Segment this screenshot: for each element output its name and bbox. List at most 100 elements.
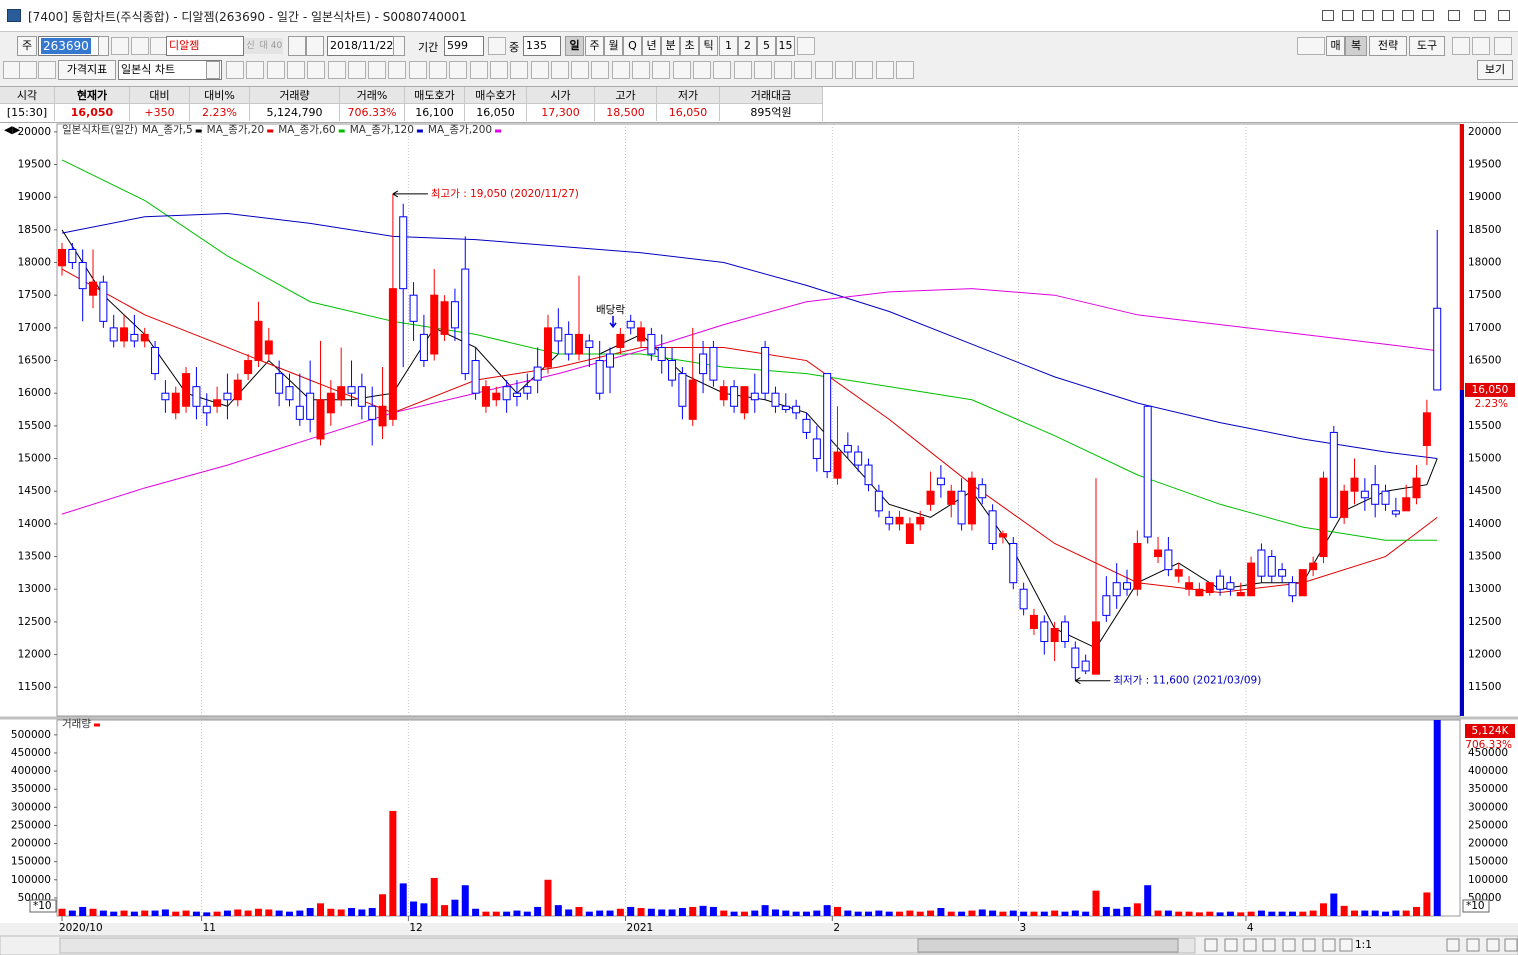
dropdown[interactable] xyxy=(98,36,109,56)
icon-button[interactable] xyxy=(38,61,56,79)
candle-body xyxy=(378,405,387,427)
window-control[interactable] xyxy=(1382,10,1394,21)
indicator-button[interactable]: 가격지표 xyxy=(58,60,116,80)
tool-icon[interactable] xyxy=(774,61,793,79)
tool-icon[interactable] xyxy=(591,61,610,79)
tool-icon[interactable] xyxy=(733,61,752,79)
price-tag-box xyxy=(1465,382,1515,397)
candle-body xyxy=(120,327,129,342)
tool-icon[interactable] xyxy=(713,61,732,79)
period-input[interactable]: 599 xyxy=(444,36,484,56)
window-control[interactable] xyxy=(1322,10,1334,21)
tool-icon[interactable] xyxy=(753,61,772,79)
toolbar-button[interactable]: 도구 xyxy=(1409,36,1445,56)
icon-button[interactable] xyxy=(488,37,506,55)
tool-icon[interactable] xyxy=(307,61,326,79)
icon-button[interactable] xyxy=(111,37,129,55)
tool-icon[interactable] xyxy=(266,61,285,79)
volume-bar xyxy=(947,911,955,916)
tool-icon[interactable] xyxy=(246,61,265,79)
tool-icon[interactable] xyxy=(875,61,894,79)
period-button[interactable]: 월 xyxy=(604,36,623,56)
view-button[interactable]: 보기 xyxy=(1477,60,1513,80)
volume-bar xyxy=(906,910,914,916)
tool-icon[interactable] xyxy=(855,61,874,79)
candle-body xyxy=(1267,556,1276,577)
tool-icon[interactable] xyxy=(327,61,346,79)
period-button[interactable]: 틱 xyxy=(699,36,718,56)
volume-bar xyxy=(1102,906,1110,916)
tool-icon[interactable] xyxy=(652,61,671,79)
candle-body xyxy=(967,477,976,525)
window-control[interactable] xyxy=(1498,10,1510,21)
tool-icon[interactable] xyxy=(835,61,853,79)
y-tick-label: 19500 xyxy=(18,159,51,171)
tool-icon[interactable] xyxy=(550,61,569,79)
dropdown[interactable] xyxy=(206,61,220,79)
tool-icon[interactable] xyxy=(368,61,387,79)
tool-icon[interactable] xyxy=(226,61,244,79)
window-control[interactable] xyxy=(1474,10,1486,21)
window-control[interactable] xyxy=(1342,10,1354,21)
icon-button[interactable] xyxy=(1494,37,1512,55)
candle-body xyxy=(78,262,87,290)
toolbar-button[interactable]: 복 xyxy=(1345,36,1367,56)
tool-icon[interactable] xyxy=(692,61,711,79)
volume-bar xyxy=(1175,911,1183,916)
tool-icon[interactable] xyxy=(895,61,914,79)
volume-bar xyxy=(916,911,924,916)
window-control[interactable] xyxy=(1448,10,1460,21)
tool-icon[interactable] xyxy=(408,61,427,79)
tool-icon[interactable] xyxy=(489,61,508,79)
window-control[interactable] xyxy=(1362,10,1374,21)
market-button[interactable]: 주 xyxy=(17,36,37,56)
icon-button[interactable] xyxy=(1452,37,1470,55)
chart-kind-select[interactable]: 일본식 차트 xyxy=(118,60,222,80)
icon-button[interactable] xyxy=(1472,37,1490,55)
date-input[interactable]: 2018/11/22 xyxy=(327,36,395,56)
period-button[interactable]: 년 xyxy=(642,36,661,56)
tool-icon[interactable] xyxy=(530,61,549,79)
icon-button[interactable] xyxy=(19,61,37,79)
prev-button[interactable] xyxy=(306,36,324,56)
period-button[interactable]: Q xyxy=(623,36,642,56)
period-button[interactable]: 일 xyxy=(565,36,584,56)
icon-button[interactable] xyxy=(797,37,815,55)
tool-icon[interactable] xyxy=(286,61,305,79)
tool-icon[interactable] xyxy=(611,61,630,79)
period-button[interactable]: 15 xyxy=(776,36,795,56)
tool-icon[interactable] xyxy=(469,61,488,79)
view-input[interactable]: 135 xyxy=(523,36,561,56)
dropdown[interactable] xyxy=(393,36,405,56)
tool-icon[interactable] xyxy=(632,61,650,79)
toolbar-button[interactable]: 매 xyxy=(1326,36,1345,56)
tool-icon[interactable] xyxy=(388,61,407,79)
tool-icon[interactable] xyxy=(449,61,468,79)
tool-icon[interactable] xyxy=(571,61,590,79)
candle-body xyxy=(512,392,521,397)
candle-body xyxy=(1422,412,1431,446)
icon-button[interactable] xyxy=(131,37,149,55)
tool-icon[interactable] xyxy=(429,61,447,79)
scroll-icon xyxy=(1262,938,1276,952)
tool-icon[interactable] xyxy=(347,61,366,79)
toolbar-button[interactable]: 전략 xyxy=(1369,36,1407,56)
volume-bar xyxy=(1206,911,1214,916)
window-control[interactable] xyxy=(1422,10,1434,21)
name-input[interactable]: 디알젬 xyxy=(166,36,244,56)
next-button[interactable] xyxy=(288,36,306,56)
period-button[interactable]: 2 xyxy=(738,36,757,56)
period-button[interactable]: 분 xyxy=(661,36,680,56)
candle-body xyxy=(368,405,377,420)
period-button[interactable]: 주 xyxy=(585,36,604,56)
window-control[interactable] xyxy=(1402,10,1414,21)
period-button[interactable]: 5 xyxy=(757,36,776,56)
period-button[interactable]: 1 xyxy=(719,36,738,56)
tool-icon[interactable] xyxy=(794,61,813,79)
tool-icon[interactable] xyxy=(510,61,529,79)
icon-button[interactable] xyxy=(1297,37,1325,55)
tool-icon[interactable] xyxy=(672,61,691,79)
period-button[interactable]: 초 xyxy=(680,36,699,56)
candle-body xyxy=(885,516,894,525)
tool-icon[interactable] xyxy=(814,61,833,79)
